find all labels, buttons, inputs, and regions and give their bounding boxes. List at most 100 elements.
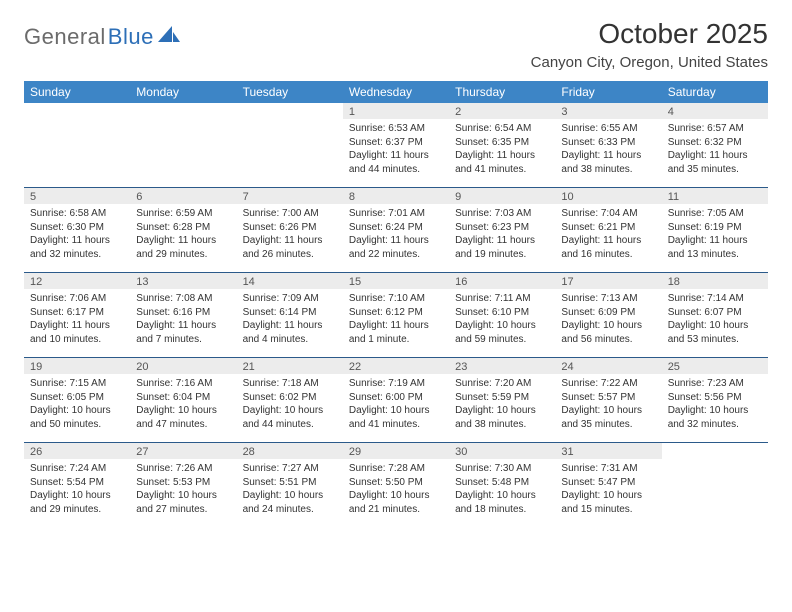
dow-friday: Friday — [555, 81, 661, 103]
sunrise-text: Sunrise: 7:30 AM — [455, 462, 549, 476]
daylight-text: Daylight: 10 hours and 56 minutes. — [561, 319, 655, 346]
daylight-text: Daylight: 11 hours and 32 minutes. — [30, 234, 124, 261]
day-body: Sunrise: 7:14 AMSunset: 6:07 PMDaylight:… — [662, 289, 768, 352]
sunrise-text: Sunrise: 6:59 AM — [136, 207, 230, 221]
dow-sunday: Sunday — [24, 81, 130, 103]
day-body: Sunrise: 7:18 AMSunset: 6:02 PMDaylight:… — [237, 374, 343, 437]
sunset-text: Sunset: 5:53 PM — [136, 476, 230, 490]
sunrise-text: Sunrise: 7:01 AM — [349, 207, 443, 221]
day-body: Sunrise: 7:03 AMSunset: 6:23 PMDaylight:… — [449, 204, 555, 267]
day-body: Sunrise: 7:20 AMSunset: 5:59 PMDaylight:… — [449, 374, 555, 437]
sunrise-text: Sunrise: 7:16 AM — [136, 377, 230, 391]
day-cell: 4Sunrise: 6:57 AMSunset: 6:32 PMDaylight… — [662, 103, 768, 187]
day-cell: 7Sunrise: 7:00 AMSunset: 6:26 PMDaylight… — [237, 188, 343, 272]
day-body: Sunrise: 7:06 AMSunset: 6:17 PMDaylight:… — [24, 289, 130, 352]
day-cell — [662, 443, 768, 527]
day-number: 31 — [555, 443, 661, 459]
day-number: 9 — [449, 188, 555, 204]
day-body: Sunrise: 7:24 AMSunset: 5:54 PMDaylight:… — [24, 459, 130, 522]
sunset-text: Sunset: 6:24 PM — [349, 221, 443, 235]
day-number: 26 — [24, 443, 130, 459]
day-number — [130, 103, 236, 119]
sunset-text: Sunset: 6:09 PM — [561, 306, 655, 320]
sunrise-text: Sunrise: 7:06 AM — [30, 292, 124, 306]
day-body: Sunrise: 7:23 AMSunset: 5:56 PMDaylight:… — [662, 374, 768, 437]
week-row: 1Sunrise: 6:53 AMSunset: 6:37 PMDaylight… — [24, 103, 768, 187]
daylight-text: Daylight: 11 hours and 35 minutes. — [668, 149, 762, 176]
day-number: 14 — [237, 273, 343, 289]
daylight-text: Daylight: 11 hours and 41 minutes. — [455, 149, 549, 176]
logo-text-blue: Blue — [108, 24, 154, 50]
daylight-text: Daylight: 11 hours and 7 minutes. — [136, 319, 230, 346]
sunset-text: Sunset: 6:04 PM — [136, 391, 230, 405]
daylight-text: Daylight: 11 hours and 38 minutes. — [561, 149, 655, 176]
day-body: Sunrise: 7:01 AMSunset: 6:24 PMDaylight:… — [343, 204, 449, 267]
sunrise-text: Sunrise: 7:08 AM — [136, 292, 230, 306]
day-number: 25 — [662, 358, 768, 374]
daylight-text: Daylight: 10 hours and 24 minutes. — [243, 489, 337, 516]
day-body: Sunrise: 6:53 AMSunset: 6:37 PMDaylight:… — [343, 119, 449, 182]
day-cell: 20Sunrise: 7:16 AMSunset: 6:04 PMDayligh… — [130, 358, 236, 442]
day-cell: 31Sunrise: 7:31 AMSunset: 5:47 PMDayligh… — [555, 443, 661, 527]
day-cell: 5Sunrise: 6:58 AMSunset: 6:30 PMDaylight… — [24, 188, 130, 272]
daylight-text: Daylight: 10 hours and 32 minutes. — [668, 404, 762, 431]
sunset-text: Sunset: 6:23 PM — [455, 221, 549, 235]
day-cell: 22Sunrise: 7:19 AMSunset: 6:00 PMDayligh… — [343, 358, 449, 442]
day-body: Sunrise: 7:26 AMSunset: 5:53 PMDaylight:… — [130, 459, 236, 522]
sunset-text: Sunset: 6:35 PM — [455, 136, 549, 150]
sunrise-text: Sunrise: 7:15 AM — [30, 377, 124, 391]
day-of-week-header: Sunday Monday Tuesday Wednesday Thursday… — [24, 81, 768, 103]
day-number: 21 — [237, 358, 343, 374]
day-cell: 14Sunrise: 7:09 AMSunset: 6:14 PMDayligh… — [237, 273, 343, 357]
day-body: Sunrise: 6:59 AMSunset: 6:28 PMDaylight:… — [130, 204, 236, 267]
day-cell: 6Sunrise: 6:59 AMSunset: 6:28 PMDaylight… — [130, 188, 236, 272]
daylight-text: Daylight: 10 hours and 59 minutes. — [455, 319, 549, 346]
day-number: 4 — [662, 103, 768, 119]
sunrise-text: Sunrise: 7:13 AM — [561, 292, 655, 306]
daylight-text: Daylight: 10 hours and 18 minutes. — [455, 489, 549, 516]
daylight-text: Daylight: 10 hours and 27 minutes. — [136, 489, 230, 516]
daylight-text: Daylight: 10 hours and 47 minutes. — [136, 404, 230, 431]
day-cell: 8Sunrise: 7:01 AMSunset: 6:24 PMDaylight… — [343, 188, 449, 272]
sunrise-text: Sunrise: 7:23 AM — [668, 377, 762, 391]
sunset-text: Sunset: 5:48 PM — [455, 476, 549, 490]
day-cell: 27Sunrise: 7:26 AMSunset: 5:53 PMDayligh… — [130, 443, 236, 527]
day-number: 28 — [237, 443, 343, 459]
dow-saturday: Saturday — [662, 81, 768, 103]
sunset-text: Sunset: 5:59 PM — [455, 391, 549, 405]
sunset-text: Sunset: 6:32 PM — [668, 136, 762, 150]
day-number: 7 — [237, 188, 343, 204]
week-row: 26Sunrise: 7:24 AMSunset: 5:54 PMDayligh… — [24, 442, 768, 527]
sunrise-text: Sunrise: 7:24 AM — [30, 462, 124, 476]
day-number: 11 — [662, 188, 768, 204]
page: GeneralBlue October 2025 Canyon City, Or… — [0, 0, 792, 612]
day-number: 17 — [555, 273, 661, 289]
sunrise-text: Sunrise: 6:54 AM — [455, 122, 549, 136]
sunrise-text: Sunrise: 7:04 AM — [561, 207, 655, 221]
logo: GeneralBlue — [24, 24, 180, 50]
day-cell: 25Sunrise: 7:23 AMSunset: 5:56 PMDayligh… — [662, 358, 768, 442]
daylight-text: Daylight: 11 hours and 1 minute. — [349, 319, 443, 346]
day-cell: 9Sunrise: 7:03 AMSunset: 6:23 PMDaylight… — [449, 188, 555, 272]
day-number: 10 — [555, 188, 661, 204]
day-number: 24 — [555, 358, 661, 374]
day-body: Sunrise: 7:00 AMSunset: 6:26 PMDaylight:… — [237, 204, 343, 267]
daylight-text: Daylight: 10 hours and 53 minutes. — [668, 319, 762, 346]
day-cell: 29Sunrise: 7:28 AMSunset: 5:50 PMDayligh… — [343, 443, 449, 527]
location: Canyon City, Oregon, United States — [531, 54, 768, 71]
sunset-text: Sunset: 6:28 PM — [136, 221, 230, 235]
day-body: Sunrise: 7:16 AMSunset: 6:04 PMDaylight:… — [130, 374, 236, 437]
day-body: Sunrise: 7:10 AMSunset: 6:12 PMDaylight:… — [343, 289, 449, 352]
daylight-text: Daylight: 11 hours and 16 minutes. — [561, 234, 655, 261]
day-cell — [237, 103, 343, 187]
daylight-text: Daylight: 10 hours and 29 minutes. — [30, 489, 124, 516]
week-row: 19Sunrise: 7:15 AMSunset: 6:05 PMDayligh… — [24, 357, 768, 442]
daylight-text: Daylight: 10 hours and 35 minutes. — [561, 404, 655, 431]
day-number: 1 — [343, 103, 449, 119]
day-number: 29 — [343, 443, 449, 459]
dow-tuesday: Tuesday — [237, 81, 343, 103]
day-cell: 10Sunrise: 7:04 AMSunset: 6:21 PMDayligh… — [555, 188, 661, 272]
day-cell: 30Sunrise: 7:30 AMSunset: 5:48 PMDayligh… — [449, 443, 555, 527]
dow-wednesday: Wednesday — [343, 81, 449, 103]
day-number: 5 — [24, 188, 130, 204]
